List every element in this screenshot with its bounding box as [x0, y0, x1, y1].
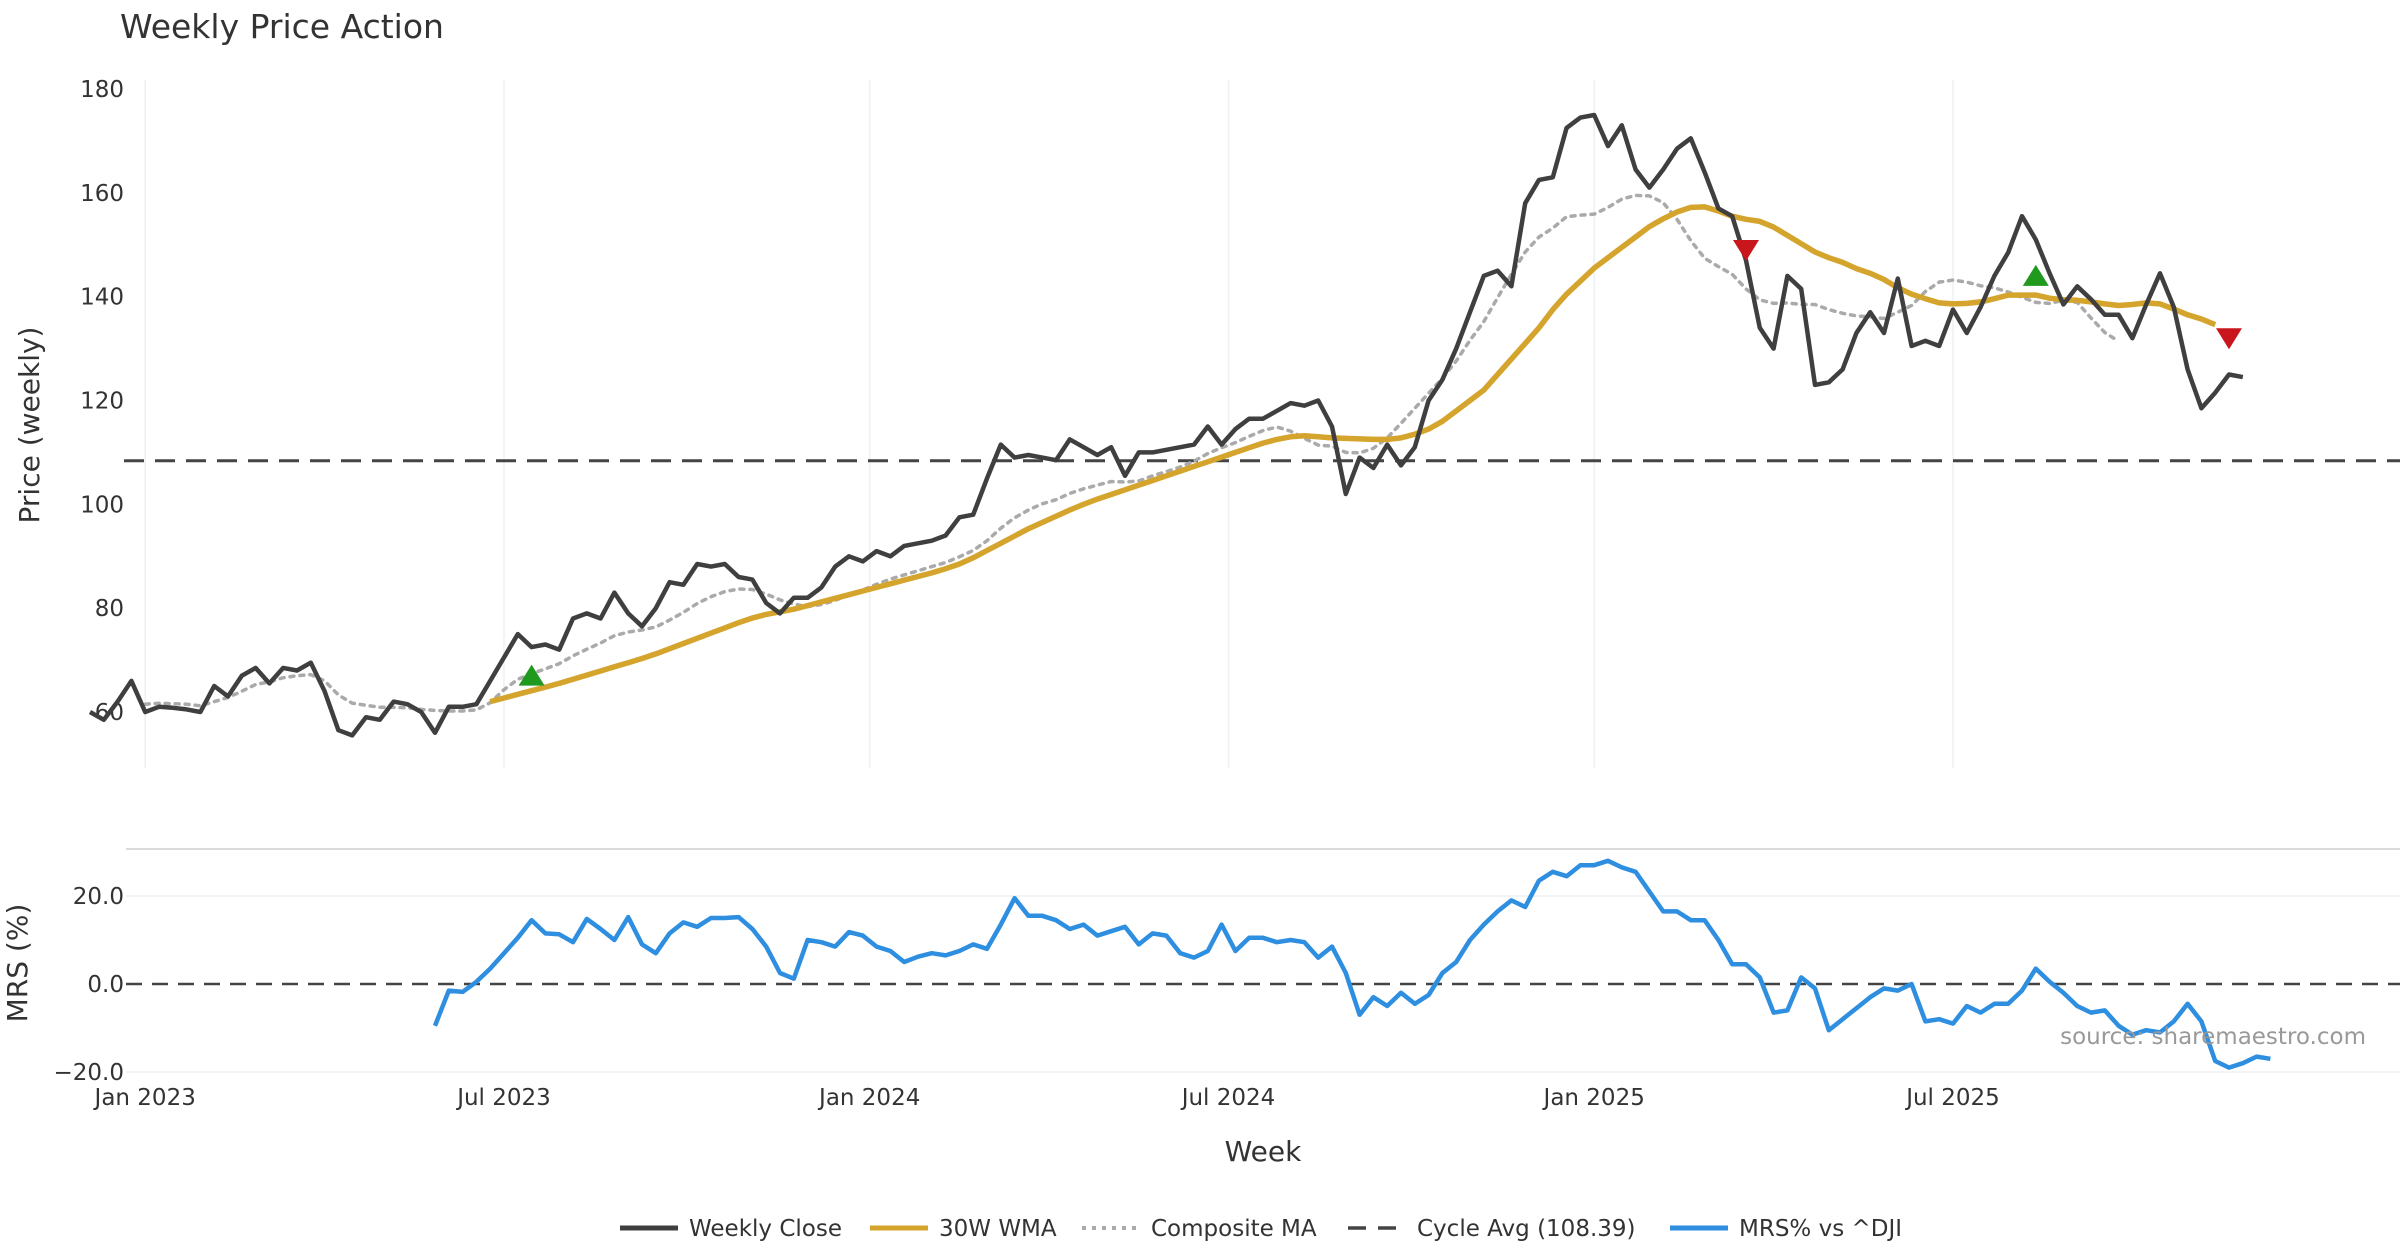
legend-label: MRS% vs ^DJI: [1739, 1216, 1902, 1242]
x-axis: Jan 2023 Jul 2023 Jan 2024 Jul 2024 Jan 2025…: [93, 1085, 2000, 1111]
mrs-line: [432, 858, 2271, 1070]
x-tick-label: Jan 2024: [817, 1085, 920, 1111]
legend-label: 30W WMA: [939, 1216, 1057, 1242]
x-tick-label: Jan 2025: [1542, 1085, 1645, 1111]
sell-signal-marker: [2216, 328, 2242, 350]
mrs-y-axis-label: MRS (%): [1, 904, 34, 1023]
price-y-tick-label: 160: [80, 181, 124, 207]
price-y-tick-label: 140: [80, 285, 124, 311]
x-axis-label: Week: [1225, 1135, 1302, 1168]
x-tick-label: Jan 2023: [93, 1085, 196, 1111]
composite-ma-line: [143, 193, 2121, 713]
mrs-y-tick-label: −20.0: [54, 1060, 124, 1086]
x-tick-label: Jul 2025: [1904, 1085, 2000, 1111]
weekly-close-line: [88, 112, 2244, 738]
mrs-y-tick-label: 20.0: [73, 884, 124, 910]
x-tick-label: Jul 2023: [455, 1085, 551, 1111]
legend: Weekly Close 30W WMA Composite MA Cycle Avg…: [620, 1216, 1902, 1242]
legend-label: Cycle Avg (108.39): [1417, 1216, 1636, 1242]
price-y-axis-label: Price (weekly): [13, 327, 46, 524]
buy-signal-marker: [518, 664, 545, 686]
legend-label: Weekly Close: [689, 1216, 842, 1242]
price-y-tick-label: 120: [80, 389, 124, 415]
chart-title: Weekly Price Action: [120, 7, 444, 46]
buy-signal-marker: [2022, 264, 2049, 286]
mrs-y-tick-label: 0.0: [87, 972, 124, 998]
sell-signal-marker: [1733, 239, 1759, 261]
price-y-tick-label: 180: [80, 77, 124, 103]
price-y-tick-label: 80: [95, 596, 124, 622]
legend-label: Composite MA: [1151, 1216, 1317, 1242]
x-tick-label: Jul 2024: [1180, 1085, 1276, 1111]
price-y-tick-label: 100: [80, 492, 124, 518]
source-credit: source: sharemaestro.com: [2060, 1024, 2366, 1050]
mrs-panel: 20.0 0.0 −20.0: [54, 848, 2400, 1086]
